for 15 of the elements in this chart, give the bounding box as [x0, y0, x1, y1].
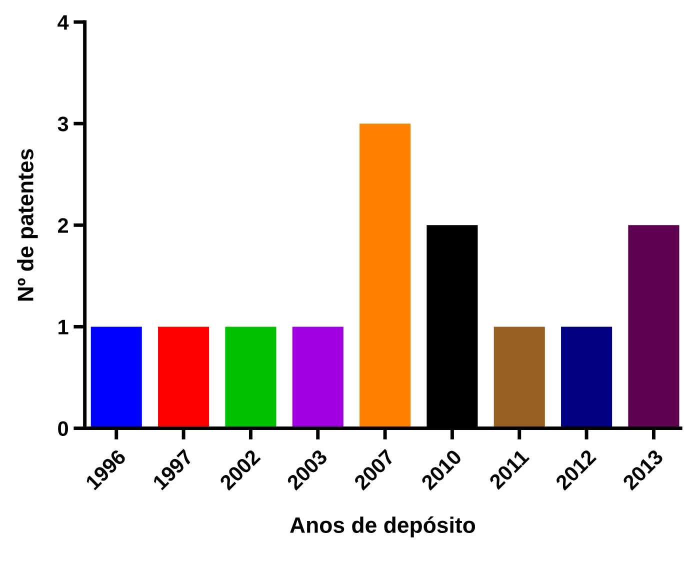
y-tick-label: 3 — [58, 116, 68, 132]
bar — [628, 225, 680, 428]
y-tick-label: 4 — [58, 15, 69, 30]
bar — [158, 326, 210, 428]
y-axis-title: Nº de patentes — [17, 149, 38, 301]
bar — [561, 326, 612, 428]
bar — [225, 326, 276, 428]
y-tick-label: 1 — [58, 320, 68, 334]
bar — [360, 124, 411, 428]
bar — [494, 326, 545, 428]
bar — [90, 326, 142, 428]
y-tick-label: 0 — [58, 421, 68, 436]
x-axis-title: Anos de depósito — [290, 516, 476, 538]
bar — [292, 326, 344, 428]
y-tick-label: 2 — [58, 218, 68, 233]
